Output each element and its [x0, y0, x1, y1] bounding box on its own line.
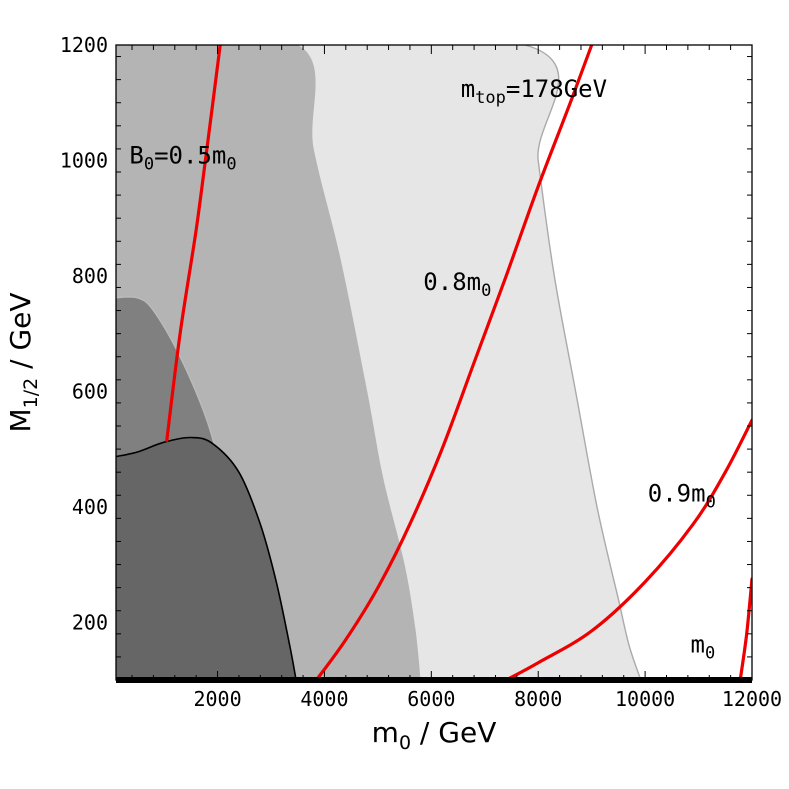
y-tick-label: 1000: [60, 148, 108, 172]
series-line-0: [165, 45, 222, 442]
x-tick-label: 6000: [407, 687, 455, 711]
x-axis-title: m0 / GeV: [372, 716, 497, 754]
x-tick-label: 2000: [193, 687, 241, 711]
region-edge-dark: [116, 436, 297, 680]
y-tick-label: 400: [72, 495, 108, 519]
x-axis-title-sub: 0: [399, 732, 411, 754]
annotation-c09: 0.9m0: [648, 480, 716, 513]
series-line-3: [738, 577, 752, 680]
annotation-c1: m0: [691, 630, 716, 663]
region-edge-light: [116, 45, 642, 680]
y-axis-title-main: M: [4, 408, 37, 432]
x-tick-label: 12000: [722, 687, 782, 711]
y-axis-title-unit: / GeV: [4, 292, 37, 377]
y-tick-label: 1200: [60, 33, 108, 57]
x-axis-title-main: m: [372, 716, 399, 749]
y-axis-title: M1/2 / GeV: [4, 292, 42, 432]
axis-ticks: 2000 4000 6000 8000 10000 12000 200 400 600 800 10…: [60, 33, 782, 711]
series-line-2: [504, 418, 752, 680]
y-axis-title-sub: 1/2: [20, 378, 42, 409]
x-tick-label: 8000: [514, 687, 562, 711]
x-axis-title-unit: / GeV: [411, 716, 496, 749]
series-line-1: [314, 45, 594, 680]
y-tick-label: 200: [72, 610, 108, 634]
contour-curves: [165, 45, 752, 680]
annotation-mtop: mtop=178GeV: [461, 75, 607, 108]
y-tick-label: 600: [72, 379, 108, 403]
annotation-c08: 0.8m0: [423, 268, 491, 301]
y-tick-label: 800: [72, 264, 108, 288]
shaded-regions: [116, 45, 642, 680]
annotation-b0: B0=0.5m0: [129, 141, 236, 174]
region-dark: [116, 437, 297, 680]
curve-annotations: mtop=178GeV B0=0.5m0 0.8m0 0.9m0 m0: [129, 75, 715, 663]
x-tick-label: 4000: [300, 687, 348, 711]
x-tick-label: 10000: [615, 687, 675, 711]
